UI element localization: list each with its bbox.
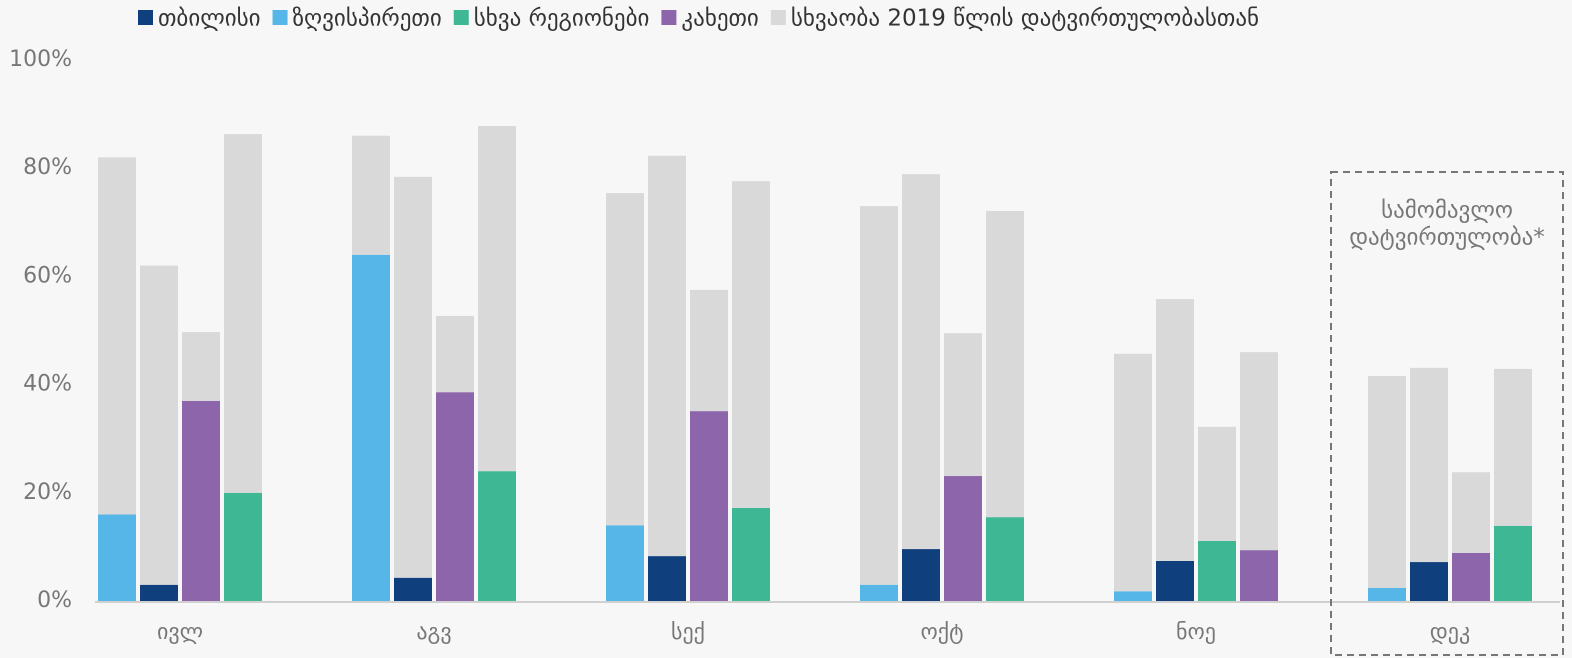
x-tick-label: სექ xyxy=(671,620,705,645)
bar-segment xyxy=(690,411,728,601)
y-tick-label: 60% xyxy=(23,263,72,288)
x-tick-label: აგვ xyxy=(416,620,451,645)
bar-segment xyxy=(98,514,136,601)
bar-segment xyxy=(1240,550,1278,601)
y-tick-label: 80% xyxy=(23,155,72,180)
difference-segment xyxy=(394,176,432,578)
bar-segment xyxy=(1452,552,1490,601)
x-tick-label: ოქტ xyxy=(921,620,964,645)
legend-label: ზღვისპირეთი xyxy=(293,6,442,32)
difference-segment xyxy=(944,333,982,477)
difference-segment xyxy=(1452,472,1490,553)
difference-segment xyxy=(1240,352,1278,551)
difference-segment xyxy=(1410,367,1448,563)
legend-swatch xyxy=(661,10,677,25)
legend-swatch xyxy=(272,10,288,25)
bar-segment xyxy=(478,471,516,601)
bar-segment xyxy=(902,549,940,601)
annotation: სამომავლო xyxy=(1381,198,1513,224)
bar-segment xyxy=(140,584,178,601)
difference-segment xyxy=(1198,426,1236,541)
difference-segment xyxy=(182,332,220,401)
bar-segment xyxy=(1156,560,1194,601)
legend-label: სხვა რეგიონები xyxy=(474,6,650,32)
difference-segment xyxy=(436,315,474,393)
bar-segment xyxy=(1198,540,1236,601)
bar-segment xyxy=(860,584,898,601)
difference-segment xyxy=(1114,353,1152,592)
y-tick-label: 20% xyxy=(23,480,72,505)
bar-segment xyxy=(986,517,1024,601)
difference-segment xyxy=(1156,299,1194,561)
bar-segment xyxy=(732,507,770,601)
difference-segment xyxy=(98,157,136,515)
bar-segment xyxy=(224,492,262,601)
legend-swatch xyxy=(770,10,786,25)
x-tick-label: ივლ xyxy=(157,620,203,645)
annotation-box xyxy=(1330,171,1564,656)
bar-segment xyxy=(182,400,220,601)
bar-segment xyxy=(1494,525,1532,601)
bar-segment xyxy=(944,476,982,601)
difference-segment xyxy=(860,206,898,585)
difference-segment xyxy=(732,181,770,508)
difference-segment xyxy=(478,126,516,472)
difference-segment xyxy=(648,155,686,557)
difference-segment xyxy=(986,210,1024,518)
bar-segment xyxy=(1114,591,1152,601)
legend-label: თბილისი xyxy=(158,6,261,32)
bar-segment xyxy=(1410,562,1448,601)
difference-segment xyxy=(352,135,390,255)
legend-label: სხვაობა 2019 წლის დატვირთულობასთან xyxy=(791,6,1259,32)
difference-segment xyxy=(1494,368,1532,526)
bar-segment xyxy=(606,525,644,601)
bar-segment xyxy=(352,254,390,601)
difference-segment xyxy=(224,134,262,493)
difference-segment xyxy=(690,289,728,412)
bar-segment xyxy=(436,392,474,601)
annotation: დატვირთულობა* xyxy=(1349,225,1545,251)
bar-segment xyxy=(394,577,432,601)
bar-segment xyxy=(648,556,686,601)
difference-segment xyxy=(902,174,940,550)
x-tick-label: დეკ xyxy=(1430,620,1470,645)
y-tick-label: 100% xyxy=(9,47,72,72)
y-tick-label: 0% xyxy=(37,588,72,613)
difference-segment xyxy=(606,193,644,526)
difference-segment xyxy=(140,265,178,585)
y-tick-label: 40% xyxy=(23,372,72,397)
legend-swatch xyxy=(138,10,153,25)
difference-segment xyxy=(1368,375,1406,589)
legend-swatch xyxy=(453,10,469,25)
x-tick-label: ნოე xyxy=(1176,620,1216,645)
bar-segment xyxy=(1368,588,1406,601)
legend-label: კახეთი xyxy=(681,6,758,32)
